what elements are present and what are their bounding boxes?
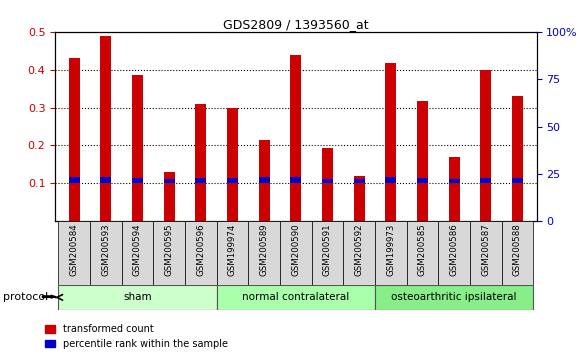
Bar: [322, 148, 333, 221]
Bar: [385, 63, 396, 221]
Bar: [480, 178, 491, 183]
Text: GSM200587: GSM200587: [481, 223, 490, 276]
Text: GSM200585: GSM200585: [418, 223, 427, 276]
Bar: [448, 157, 460, 221]
Text: GSM200589: GSM200589: [260, 223, 269, 276]
FancyBboxPatch shape: [153, 221, 185, 285]
Text: GSM200592: GSM200592: [354, 223, 364, 276]
Bar: [164, 172, 175, 221]
FancyBboxPatch shape: [216, 285, 375, 310]
Text: GSM200596: GSM200596: [196, 223, 205, 276]
Text: GSM200594: GSM200594: [133, 223, 142, 276]
FancyBboxPatch shape: [280, 221, 311, 285]
Bar: [68, 58, 79, 221]
Bar: [290, 55, 302, 221]
Bar: [417, 178, 428, 183]
Title: GDS2809 / 1393560_at: GDS2809 / 1393560_at: [223, 18, 369, 31]
Bar: [480, 70, 491, 221]
FancyBboxPatch shape: [470, 221, 502, 285]
Bar: [322, 179, 333, 183]
FancyBboxPatch shape: [438, 221, 470, 285]
Bar: [195, 178, 206, 183]
Text: GSM200593: GSM200593: [102, 223, 110, 276]
Bar: [259, 177, 270, 183]
FancyBboxPatch shape: [58, 221, 90, 285]
Bar: [385, 177, 396, 183]
Text: GSM199974: GSM199974: [228, 223, 237, 275]
FancyBboxPatch shape: [375, 285, 534, 310]
Bar: [100, 36, 111, 221]
Bar: [512, 178, 523, 183]
Bar: [132, 75, 143, 221]
Bar: [195, 104, 206, 221]
FancyBboxPatch shape: [407, 221, 438, 285]
FancyBboxPatch shape: [58, 285, 216, 310]
Bar: [448, 179, 460, 183]
FancyBboxPatch shape: [502, 221, 534, 285]
Legend: transformed count, percentile rank within the sample: transformed count, percentile rank withi…: [45, 324, 228, 349]
Text: GSM200590: GSM200590: [291, 223, 300, 276]
Bar: [417, 101, 428, 221]
Bar: [354, 176, 365, 221]
FancyBboxPatch shape: [343, 221, 375, 285]
FancyBboxPatch shape: [122, 221, 153, 285]
FancyBboxPatch shape: [216, 221, 248, 285]
Bar: [132, 178, 143, 183]
FancyBboxPatch shape: [90, 221, 122, 285]
Text: GSM200591: GSM200591: [323, 223, 332, 276]
Bar: [227, 108, 238, 221]
FancyBboxPatch shape: [248, 221, 280, 285]
Text: sham: sham: [123, 292, 152, 302]
FancyBboxPatch shape: [311, 221, 343, 285]
Text: GSM199973: GSM199973: [386, 223, 396, 275]
FancyBboxPatch shape: [185, 221, 216, 285]
Bar: [164, 179, 175, 183]
Bar: [354, 179, 365, 183]
Bar: [227, 178, 238, 183]
Text: GSM200586: GSM200586: [450, 223, 459, 276]
Text: osteoarthritic ipsilateral: osteoarthritic ipsilateral: [392, 292, 517, 302]
Bar: [259, 140, 270, 221]
Text: GSM200595: GSM200595: [165, 223, 173, 276]
Text: normal contralateral: normal contralateral: [242, 292, 349, 302]
Bar: [68, 177, 79, 183]
Text: GSM200588: GSM200588: [513, 223, 522, 276]
Text: GSM200584: GSM200584: [70, 223, 79, 276]
Bar: [100, 177, 111, 183]
Bar: [290, 177, 302, 183]
Bar: [512, 96, 523, 221]
Text: protocol: protocol: [3, 292, 48, 302]
FancyBboxPatch shape: [375, 221, 407, 285]
